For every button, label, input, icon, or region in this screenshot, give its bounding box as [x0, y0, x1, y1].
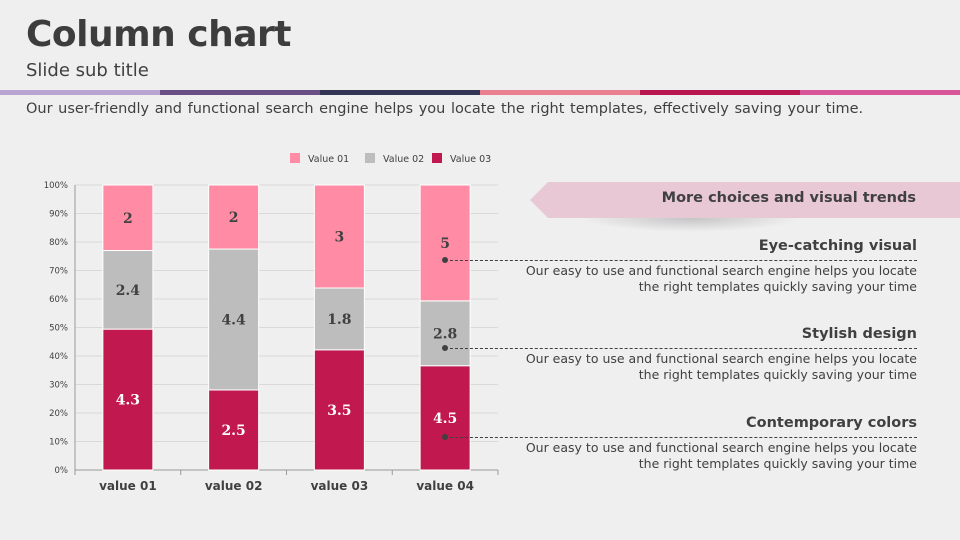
data-label: 1.8	[327, 312, 351, 328]
banner-text: More choices and visual trends	[661, 190, 916, 206]
data-label: 2.4	[116, 283, 141, 299]
data-label: 4.3	[116, 393, 140, 409]
bar-segment	[313, 349, 365, 471]
color-strip-segment	[160, 90, 320, 95]
bar-segment	[208, 184, 260, 250]
y-tick-label: 60%	[49, 295, 68, 305]
feature-title: Eye-catching visual	[758, 238, 917, 254]
y-tick-label: 100%	[44, 181, 68, 191]
y-tick-label: 90%	[49, 210, 68, 220]
data-label: 4.4	[221, 312, 246, 328]
data-label: 3.5	[327, 403, 351, 419]
legend-label: Value 03	[450, 154, 491, 165]
bar-segment	[419, 300, 471, 367]
bar-segment	[419, 365, 471, 471]
banner-arrow-shape	[530, 182, 960, 218]
data-label: 4.5	[433, 411, 457, 427]
bar-segment	[208, 389, 260, 471]
y-tick-label: 80%	[49, 238, 68, 248]
legend-label: Value 01	[308, 154, 349, 165]
data-label: 2	[229, 210, 239, 226]
feature-text: Our easy to use and functional search en…	[525, 351, 917, 382]
feature-title: Contemporary colors	[746, 415, 917, 431]
data-label: 3	[335, 230, 345, 246]
feature-item: Stylish design Our easy to use and funct…	[517, 326, 917, 383]
feature-item: Eye-catching visual Our easy to use and …	[517, 238, 917, 295]
leader-dot	[442, 434, 448, 440]
bar-segment	[313, 184, 365, 289]
color-strip-segment	[480, 90, 640, 95]
leader-line	[445, 437, 917, 438]
legend-swatch	[432, 153, 442, 163]
color-strip-segment	[0, 90, 160, 95]
legend-swatch	[365, 153, 375, 163]
y-tick-label: 20%	[49, 409, 68, 419]
feature-item: Contemporary colors Our easy to use and …	[517, 415, 917, 472]
legend-label: Value 02	[383, 154, 424, 165]
leader-dot	[442, 345, 448, 351]
data-label: 2.8	[433, 326, 457, 342]
leader-line	[445, 348, 917, 349]
x-tick-label: value 03	[311, 479, 369, 493]
stacked-column-chart: 0% 10% 20% 30% 40% 50% 60% 70% 80% 90% 100% 4.3 2.4 2…	[44, 153, 499, 493]
slide-title: Column chart	[26, 14, 292, 55]
y-tick-label: 40%	[49, 352, 68, 362]
y-tick-label: 30%	[49, 381, 68, 391]
color-strip-segment	[640, 90, 800, 95]
bar-segment	[208, 248, 260, 391]
y-tick-label: 70%	[49, 267, 68, 277]
feature-text: Our easy to use and functional search en…	[525, 440, 917, 471]
bar-segment	[419, 184, 471, 302]
feature-text: Our easy to use and functional search en…	[525, 263, 917, 294]
data-label: 2.5	[221, 423, 245, 439]
data-label: 5	[440, 236, 450, 252]
x-tick-label: value 04	[416, 479, 474, 493]
banner-shadow	[580, 218, 800, 232]
y-tick-label: 0%	[55, 466, 69, 476]
x-tick-label: value 02	[205, 479, 263, 493]
color-strip	[0, 90, 960, 95]
bar-segment	[102, 184, 154, 252]
color-strip-segment	[800, 90, 960, 95]
data-label: 2	[123, 211, 133, 227]
legend-swatch	[290, 153, 300, 163]
x-tick-label: value 01	[99, 479, 157, 493]
feature-title: Stylish design	[801, 326, 917, 342]
leader-dot	[442, 257, 448, 263]
color-strip-segment	[320, 90, 480, 95]
slide-description: Our user-friendly and functional search …	[26, 101, 864, 117]
y-tick-label: 10%	[49, 438, 68, 448]
leader-line	[445, 260, 917, 261]
banner: More choices and visual trends	[530, 182, 960, 218]
y-tick-label: 50%	[49, 324, 68, 334]
slide-subtitle: Slide sub title	[26, 60, 149, 81]
